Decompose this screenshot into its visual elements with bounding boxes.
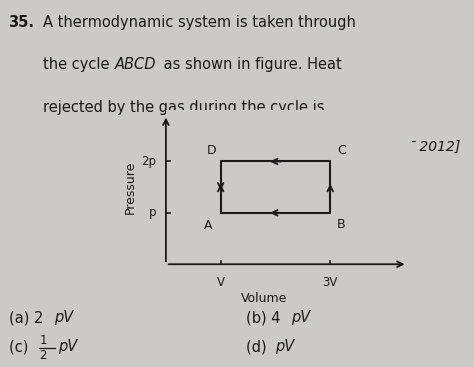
Text: as shown in figure. Heat: as shown in figure. Heat xyxy=(159,57,342,72)
Text: the cycle: the cycle xyxy=(43,57,114,72)
Text: (d): (d) xyxy=(246,339,272,355)
Text: pV: pV xyxy=(58,339,77,355)
Text: A thermodynamic system is taken through: A thermodynamic system is taken through xyxy=(43,15,356,30)
Text: (c): (c) xyxy=(9,339,34,355)
Text: 3V: 3V xyxy=(322,276,338,288)
Text: (a) 2: (a) 2 xyxy=(9,310,48,325)
Text: pV: pV xyxy=(292,310,311,325)
Text: 2: 2 xyxy=(39,349,47,362)
Text: [CBSE AIPMT 2012]: [CBSE AIPMT 2012] xyxy=(326,140,460,154)
Text: ABCD: ABCD xyxy=(115,57,157,72)
Text: A: A xyxy=(204,219,212,232)
Text: Volume: Volume xyxy=(241,292,288,305)
Text: Pressure: Pressure xyxy=(124,160,137,214)
Text: p: p xyxy=(148,206,156,219)
Text: rejected by the gas during the cycle is: rejected by the gas during the cycle is xyxy=(43,100,324,115)
Text: 1: 1 xyxy=(39,334,47,347)
Text: V: V xyxy=(217,276,225,288)
Text: 35.: 35. xyxy=(9,15,35,30)
Text: pV: pV xyxy=(275,339,294,355)
Text: 2p: 2p xyxy=(141,155,156,168)
Text: B: B xyxy=(337,218,346,231)
Text: D: D xyxy=(207,144,216,157)
Text: C: C xyxy=(337,144,346,157)
Text: pV: pV xyxy=(55,310,74,325)
Text: (b) 4: (b) 4 xyxy=(246,310,286,325)
